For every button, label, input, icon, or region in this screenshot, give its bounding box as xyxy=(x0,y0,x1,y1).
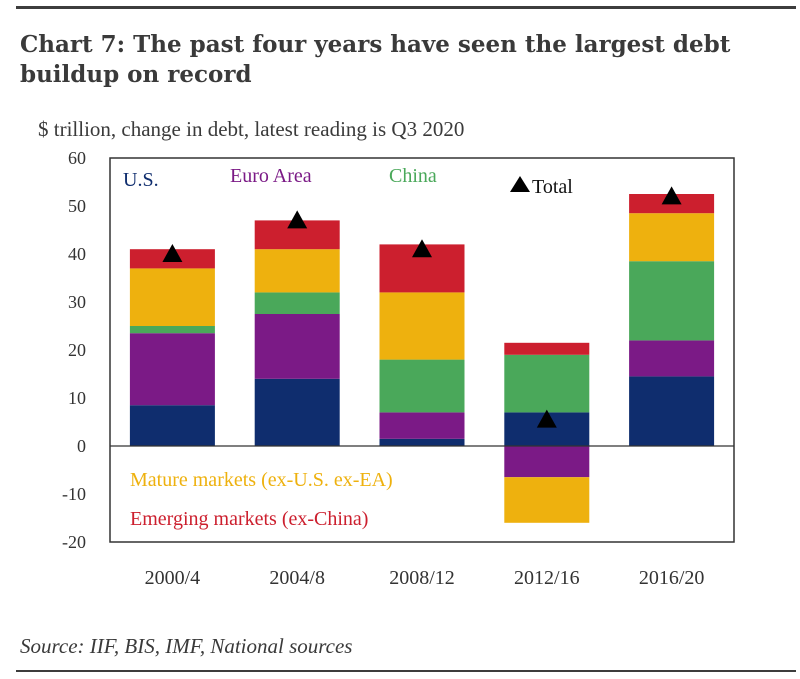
top-rule xyxy=(16,6,796,9)
y-tick-label: 10 xyxy=(68,388,86,408)
y-axis: 60 50 40 30 20 10 0 -10 -20 xyxy=(62,148,86,552)
category-label: 2004/8 xyxy=(269,567,325,589)
bar-segment-china xyxy=(129,326,215,334)
plot-frame xyxy=(109,157,735,543)
total-marker xyxy=(661,186,682,205)
legend: U.S. Euro Area China Total Mature market… xyxy=(123,165,573,530)
category-labels: 2000/4 2004/8 2008/12 2012/16 2016/20 xyxy=(145,567,705,589)
category-label: 2000/4 xyxy=(145,567,201,589)
chart-title: Chart 7: The past four years have seen t… xyxy=(20,31,731,88)
legend-china: China xyxy=(389,165,437,187)
legend-total-marker xyxy=(510,176,530,192)
y-tick-label: 50 xyxy=(68,196,86,216)
y-tick-label: 0 xyxy=(77,436,86,456)
y-tick-label: 40 xyxy=(68,244,86,264)
bar-segment-mature xyxy=(129,268,215,326)
category-label: 2016/20 xyxy=(639,567,705,589)
bar-segment-emerging xyxy=(504,342,590,355)
bar-segment-euro_area xyxy=(504,446,590,478)
bar-segment-china xyxy=(254,292,340,314)
legend-mature: Mature markets (ex-U.S. ex-EA) xyxy=(130,469,393,491)
bottom-rule xyxy=(16,670,796,672)
legend-euro-area: Euro Area xyxy=(230,165,312,187)
total-marker xyxy=(162,244,183,262)
bar-segment-mature xyxy=(379,292,465,360)
bar-segment-us xyxy=(254,378,340,446)
y-tick-label: 60 xyxy=(68,148,86,168)
bar-segment-euro_area xyxy=(129,333,215,406)
bar-segment-euro_area xyxy=(379,412,465,439)
total-marker xyxy=(287,210,308,229)
bar-segment-china xyxy=(629,261,715,341)
y-tick-label: 30 xyxy=(68,292,86,312)
bar-segment-china xyxy=(379,359,465,413)
bar-segment-us xyxy=(629,376,715,446)
total-marker xyxy=(536,409,557,428)
bar-segment-china xyxy=(504,354,590,413)
y-tick-label: -10 xyxy=(62,484,86,504)
bar-segment-euro_area xyxy=(254,314,340,379)
total-marker xyxy=(412,239,432,258)
category-label: 2012/16 xyxy=(514,567,580,589)
bar-group xyxy=(129,194,715,523)
bar-segment-euro_area xyxy=(629,340,715,377)
chart-subtitle: $ trillion, change in debt, latest readi… xyxy=(38,117,465,141)
bar-segment-us xyxy=(129,405,215,446)
y-tick-label: 20 xyxy=(68,340,86,360)
total-markers xyxy=(162,186,682,428)
legend-emerging: Emerging markets (ex-China) xyxy=(130,508,368,530)
bar-segment-mature xyxy=(254,249,340,293)
source-note: Source: IIF, BIS, IMF, National sources xyxy=(20,634,353,658)
legend-us: U.S. xyxy=(123,169,159,191)
bar-segment-mature xyxy=(504,477,590,523)
bar-segment-mature xyxy=(629,213,715,262)
legend-total: Total xyxy=(532,176,573,198)
category-label: 2008/12 xyxy=(389,567,455,589)
bar-segment-us xyxy=(379,438,465,446)
y-tick-label: -20 xyxy=(62,532,86,552)
